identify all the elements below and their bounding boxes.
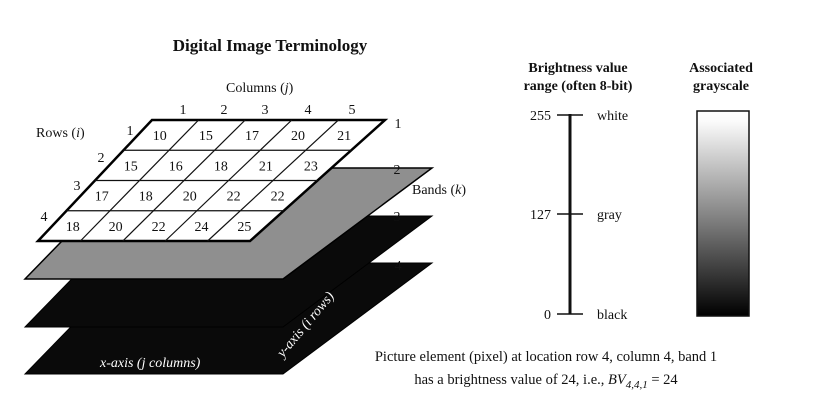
- brightness-tick-name: black: [597, 308, 627, 323]
- caption-line2: has a brightness value of 24, i.e., BV4,…: [414, 372, 678, 391]
- pixel-value: 20: [109, 220, 123, 235]
- rows-label: Rows (i): [36, 126, 85, 141]
- brightness-tick-value: 127: [530, 208, 551, 223]
- row-number: 1: [127, 124, 134, 139]
- pixel-value: 18: [66, 220, 80, 235]
- pixel-value: 18: [139, 190, 153, 205]
- row-numbers: 1 2 3 4: [41, 124, 134, 225]
- row-number: 4: [41, 210, 48, 225]
- band-number: 2: [394, 163, 401, 178]
- grid-lines: [66, 119, 352, 242]
- band-number: 4: [395, 259, 402, 274]
- pixel-value: 22: [152, 220, 166, 235]
- brightness-header-line1: Brightness value: [528, 61, 627, 76]
- brightness-header-line2: range (often 8-bit): [524, 79, 633, 94]
- row-number: 2: [98, 151, 105, 166]
- column-number: 5: [349, 103, 356, 118]
- pixel-value: 22: [227, 190, 241, 205]
- column-numbers: 1 2 3 4 5: [180, 103, 356, 118]
- grayscale-ramp: [696, 110, 750, 317]
- pixel-value: 15: [199, 129, 213, 144]
- band-numbers: 1 2 3 4: [394, 117, 402, 274]
- pixel-value: 23: [304, 159, 318, 174]
- pixel-value: 17: [245, 129, 259, 144]
- column-number: 4: [305, 103, 312, 118]
- grayscale-header-line2: grayscale: [693, 79, 749, 94]
- bands-label: Bands (k): [412, 183, 466, 198]
- band-number: 1: [395, 117, 402, 132]
- x-axis-label: x-axis (j columns): [99, 356, 201, 371]
- pixel-value: 25: [237, 220, 251, 235]
- pixel-value: 16: [169, 159, 183, 174]
- pixel-value: 21: [259, 159, 273, 174]
- grayscale-header-line1: Associated: [689, 61, 753, 76]
- figure-title: Digital Image Terminology: [173, 36, 368, 55]
- columns-label: Columns (j): [226, 81, 294, 96]
- pixel-value: 20: [291, 129, 305, 144]
- pixel-value: 18: [214, 159, 228, 174]
- row-number: 3: [74, 179, 81, 194]
- band-number: 3: [394, 210, 401, 225]
- column-number: 1: [180, 103, 187, 118]
- column-number: 2: [221, 103, 228, 118]
- pixel-value: 17: [95, 190, 109, 205]
- column-number: 3: [262, 103, 269, 118]
- pixel-value: 20: [183, 190, 197, 205]
- pixel-value: 15: [124, 159, 138, 174]
- brightness-tick-name: gray: [597, 208, 622, 223]
- caption-line1: Picture element (pixel) at location row …: [375, 349, 717, 365]
- brightness-tick-value: 255: [530, 109, 551, 124]
- pixel-value: 21: [337, 129, 351, 144]
- brightness-tick-value: 0: [544, 308, 551, 323]
- pixel-value: 10: [153, 129, 167, 144]
- pixel-value: 22: [271, 190, 285, 205]
- brightness-tick-name: white: [597, 109, 628, 124]
- pixel-value: 24: [194, 220, 208, 235]
- brightness-ticks: 255 white 127 gray 0 black: [530, 109, 628, 323]
